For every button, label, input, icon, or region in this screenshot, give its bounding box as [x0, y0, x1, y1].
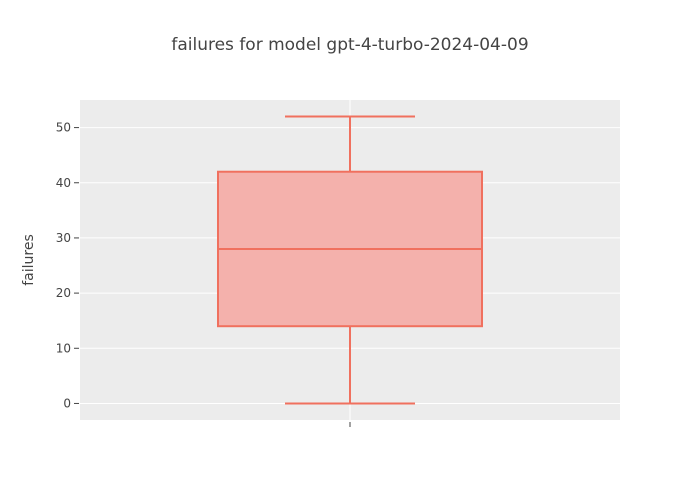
- y-tick-label: 0: [63, 396, 71, 410]
- y-tick-label: 10: [56, 341, 71, 355]
- y-tick-label: 30: [56, 231, 71, 245]
- box-series: [217, 115, 483, 405]
- y-tick-label: 40: [56, 176, 71, 190]
- chart-title: failures for model gpt-4-turbo-2024-04-0…: [171, 35, 528, 55]
- y-axis-ticks: 0 10 20 30 40 50: [56, 121, 79, 410]
- y-tick-label: 50: [56, 121, 71, 135]
- y-tick-label: 20: [56, 286, 71, 300]
- y-axis-label: failures: [21, 234, 37, 286]
